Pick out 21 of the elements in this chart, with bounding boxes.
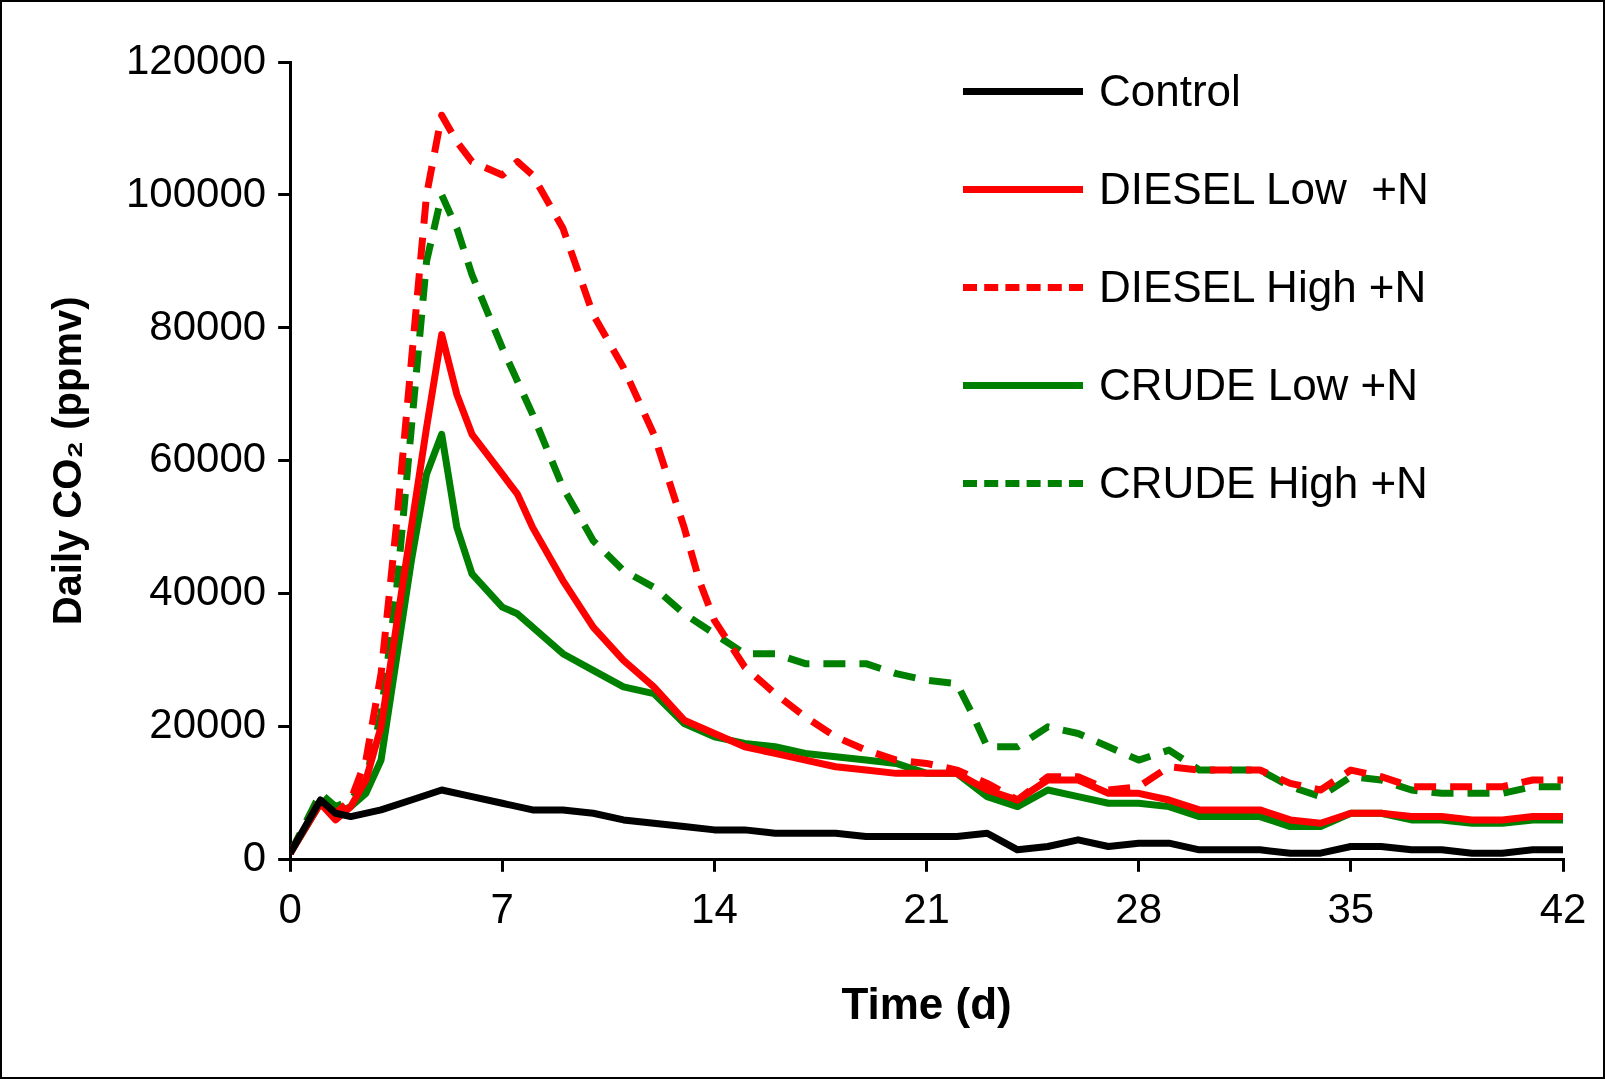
y-tick-label: 60000	[149, 434, 267, 482]
x-axis-title: Time (d)	[841, 978, 1012, 1028]
legend-label: DIESEL Low +N	[1099, 164, 1429, 214]
legend-label: CRUDE Low +N	[1099, 360, 1419, 410]
x-tick-label: 7	[490, 884, 514, 932]
y-axis-title: Daily CO₂ (ppmv)	[45, 296, 90, 626]
x-tick-label: 0	[278, 884, 302, 932]
legend-label: Control	[1099, 66, 1241, 116]
x-tick-label: 14	[691, 884, 738, 932]
legend-label: DIESEL High +N	[1099, 262, 1427, 312]
y-tick-label: 100000	[125, 168, 267, 216]
y-tick-label: 80000	[149, 301, 267, 349]
y-tick-label: 20000	[149, 700, 267, 748]
y-tick-label: 120000	[125, 35, 267, 83]
legend-label: CRUDE High +N	[1099, 458, 1428, 508]
y-tick-label: 0	[242, 833, 267, 881]
x-tick-label: 21	[903, 884, 950, 932]
x-tick-label: 35	[1327, 884, 1375, 932]
y-tick-label: 40000	[149, 567, 267, 615]
x-tick-label: 28	[1115, 884, 1163, 932]
x-tick-label: 42	[1539, 884, 1587, 932]
